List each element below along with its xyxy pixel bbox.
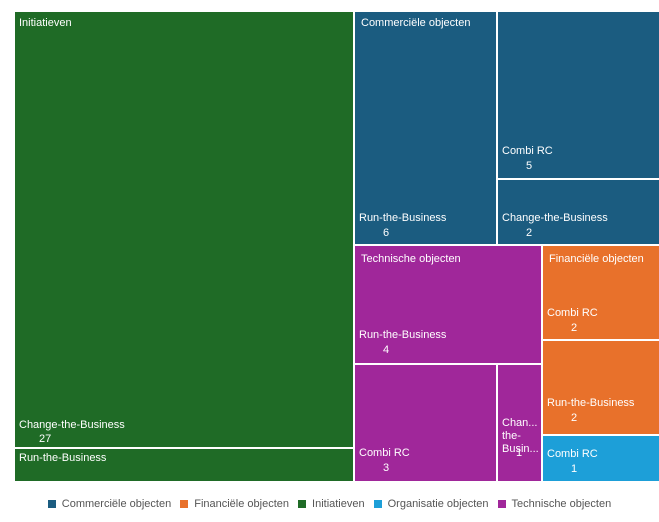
tile-value: 1: [516, 447, 523, 459]
tile-value: 6: [383, 227, 390, 239]
legend-swatch: [497, 500, 506, 508]
tile-value: 1: [571, 463, 578, 475]
legend-item-commerciele-objecten[interactable]: Commerciële objecten: [47, 498, 172, 510]
legend-item-organisatie-objecten[interactable]: Organisatie objecten: [373, 498, 489, 510]
group-label-initiatieven: Initiatieven: [19, 17, 72, 29]
legend: Commerciële objecten Financiële objecten I…: [0, 494, 659, 514]
tile-label: Combi RC: [359, 447, 410, 459]
tile-financiele-objecten-run-the-business[interactable]: Run-the-Business 2: [542, 340, 659, 435]
tile-value: 3: [383, 462, 390, 474]
tile-initiatieven-change-the-business[interactable]: Change-the-Business 27: [14, 11, 354, 448]
tile-financiele-objecten-combi-rc[interactable]: Combi RC 2: [542, 245, 659, 340]
tile-label: Run-the-Business: [547, 397, 635, 409]
tile-value: 4: [383, 344, 390, 356]
tile-commerciele-objecten-change-the-business[interactable]: Change-the-Business 2: [497, 179, 659, 245]
tile-label: Change-the-Business: [502, 212, 608, 224]
tile-label: Change-the-Business: [19, 419, 125, 431]
group-label-commerciele-objecten: Commerciële objecten: [361, 17, 471, 29]
treemap-area: Change-the-Business 27 Run-the-Business Ini…: [14, 11, 659, 482]
legend-item-financiele-objecten[interactable]: Financiële objecten: [180, 498, 289, 510]
tile-commerciele-objecten-run-the-business[interactable]: Run-the-Business 6: [354, 11, 497, 245]
tile-label: Run-the-Business: [19, 452, 107, 464]
tile-label: Combi RC: [502, 145, 553, 157]
tile-commerciele-objecten-combi-rc[interactable]: Combi RC 5: [497, 11, 659, 179]
legend-label: Initiatieven: [312, 498, 365, 510]
legend-item-initiatieven[interactable]: Initiatieven: [298, 498, 365, 510]
legend-label: Technische objecten: [511, 498, 612, 510]
group-label-financiele-objecten: Financiële objecten: [549, 253, 644, 265]
tile-label: Combi RC: [547, 448, 598, 460]
tile-value: 5: [526, 160, 533, 172]
legend-label: Commerciële objecten: [61, 498, 172, 510]
tile-value: 2: [571, 412, 578, 424]
tile-technische-objecten-chan-the-busin[interactable]: Chan... the- Busin... 1: [497, 364, 542, 482]
tile-technische-objecten-combi-rc[interactable]: Combi RC 3: [354, 364, 497, 482]
legend-item-technische-objecten[interactable]: Technische objecten: [497, 498, 612, 510]
tile-label: Run-the-Business: [359, 329, 447, 341]
tile-initiatieven-run-the-business[interactable]: Run-the-Business: [14, 448, 354, 482]
legend-swatch: [298, 500, 307, 508]
legend-swatch: [180, 500, 189, 508]
tile-technische-objecten-run-the-business[interactable]: Run-the-Business 4: [354, 245, 542, 364]
tile-label: Run-the-Business: [359, 212, 447, 224]
tile-value: 2: [526, 227, 533, 239]
tile-organisatie-objecten-combi-rc[interactable]: Combi RC 1: [542, 435, 659, 482]
tile-label: Chan... the- Busin...: [502, 417, 539, 455]
legend-swatch: [373, 500, 382, 508]
group-label-technische-objecten: Technische objecten: [361, 253, 461, 265]
tile-value: 27: [39, 433, 52, 445]
legend-label: Financiële objecten: [194, 498, 290, 510]
legend-swatch: [47, 500, 56, 508]
legend-label: Organisatie objecten: [387, 498, 489, 510]
tile-value: 2: [571, 322, 578, 334]
tile-label: Combi RC: [547, 307, 598, 319]
